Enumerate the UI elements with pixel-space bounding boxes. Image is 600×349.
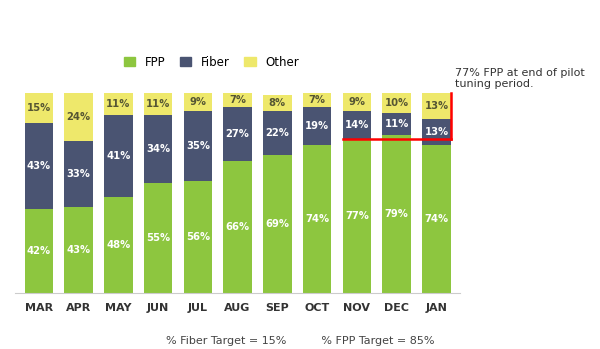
Text: 8%: 8% xyxy=(269,98,286,108)
Text: 35%: 35% xyxy=(186,141,210,151)
Text: 41%: 41% xyxy=(106,151,131,161)
Bar xyxy=(343,93,371,111)
Text: 7%: 7% xyxy=(229,95,246,105)
Bar xyxy=(144,115,172,183)
Bar xyxy=(144,93,172,115)
Bar xyxy=(64,141,93,207)
Text: 14%: 14% xyxy=(344,120,369,130)
Text: 66%: 66% xyxy=(226,222,250,232)
Bar xyxy=(303,145,331,293)
Bar xyxy=(263,111,292,155)
Bar xyxy=(144,183,172,293)
Text: 74%: 74% xyxy=(305,214,329,224)
Text: 19%: 19% xyxy=(305,121,329,131)
Bar xyxy=(343,111,371,139)
Bar xyxy=(422,145,451,293)
Text: 33%: 33% xyxy=(67,169,91,179)
Text: 9%: 9% xyxy=(349,97,365,107)
Bar xyxy=(25,123,53,209)
Bar xyxy=(382,113,411,135)
Bar xyxy=(303,107,331,145)
Text: 77%: 77% xyxy=(345,211,369,221)
Text: 13%: 13% xyxy=(424,101,448,111)
Text: % Fiber Target = 15%          % FPP Target = 85%: % Fiber Target = 15% % FPP Target = 85% xyxy=(166,335,434,346)
Bar xyxy=(25,209,53,293)
Bar xyxy=(263,155,292,293)
Bar xyxy=(184,93,212,111)
Text: 34%: 34% xyxy=(146,144,170,154)
Text: 43%: 43% xyxy=(27,161,51,171)
Bar xyxy=(263,95,292,111)
Bar xyxy=(184,111,212,181)
Text: 27%: 27% xyxy=(226,129,250,139)
Bar xyxy=(422,119,451,145)
Legend: FPP, Fiber, Other: FPP, Fiber, Other xyxy=(119,51,304,73)
Text: 55%: 55% xyxy=(146,233,170,243)
Bar xyxy=(422,93,451,119)
Text: 15%: 15% xyxy=(27,103,51,113)
Bar xyxy=(64,93,93,141)
Text: 9%: 9% xyxy=(190,97,206,107)
Bar xyxy=(223,93,252,107)
Text: 11%: 11% xyxy=(106,99,131,109)
Bar xyxy=(223,107,252,161)
Bar xyxy=(184,181,212,293)
Text: 10%: 10% xyxy=(385,98,409,108)
Text: 22%: 22% xyxy=(265,128,289,138)
Text: 11%: 11% xyxy=(385,119,409,129)
Bar xyxy=(382,135,411,293)
Bar xyxy=(104,115,133,197)
Text: 24%: 24% xyxy=(67,112,91,122)
Text: 77% FPP at end of pilot
tuning period.: 77% FPP at end of pilot tuning period. xyxy=(455,68,585,89)
Text: 79%: 79% xyxy=(385,209,409,219)
Bar xyxy=(223,161,252,293)
Text: 48%: 48% xyxy=(106,240,130,250)
Bar xyxy=(303,93,331,107)
Text: 11%: 11% xyxy=(146,99,170,109)
Text: 13%: 13% xyxy=(424,127,448,137)
Text: 69%: 69% xyxy=(265,219,289,229)
Text: 74%: 74% xyxy=(424,214,448,224)
Bar xyxy=(104,93,133,115)
Bar xyxy=(382,93,411,113)
Bar xyxy=(25,93,53,123)
Bar xyxy=(343,139,371,293)
Text: 43%: 43% xyxy=(67,245,91,255)
Text: 56%: 56% xyxy=(186,232,210,242)
Bar xyxy=(64,207,93,293)
Bar xyxy=(104,197,133,293)
Text: 7%: 7% xyxy=(308,95,326,105)
Text: 42%: 42% xyxy=(27,246,51,256)
